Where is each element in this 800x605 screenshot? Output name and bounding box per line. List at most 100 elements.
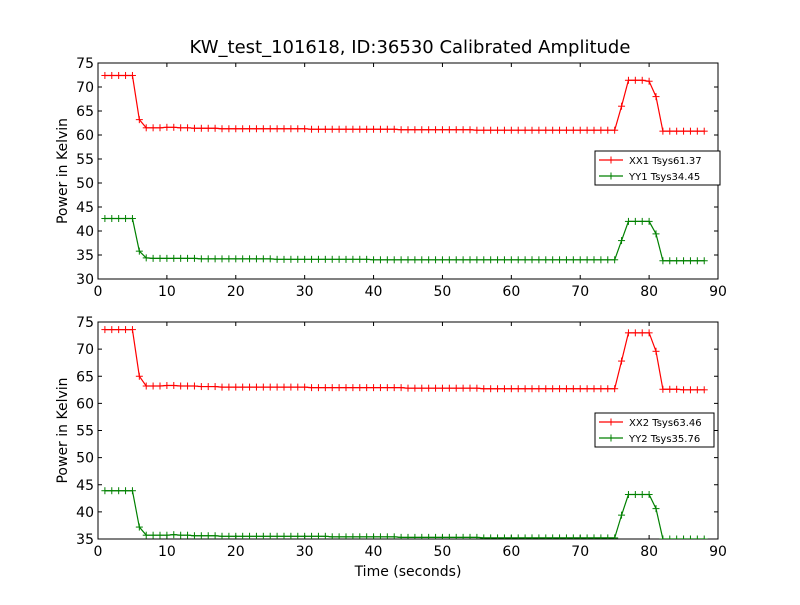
data-point bbox=[356, 125, 364, 133]
data-point bbox=[638, 491, 646, 499]
data-point bbox=[301, 383, 309, 391]
data-point bbox=[301, 255, 309, 263]
data-point bbox=[280, 255, 288, 263]
data-point bbox=[218, 255, 226, 263]
data-point bbox=[583, 534, 591, 539]
data-point bbox=[556, 126, 564, 134]
data-point bbox=[576, 256, 584, 264]
data-point bbox=[204, 124, 212, 132]
data-point bbox=[142, 254, 150, 262]
data-point bbox=[500, 126, 508, 134]
data-point bbox=[645, 491, 653, 499]
y-tick-label: 30 bbox=[76, 272, 94, 288]
data-point bbox=[438, 533, 446, 539]
series-line bbox=[104, 217, 705, 262]
data-point bbox=[411, 256, 419, 264]
legend-item: XX1 Tsys61.37 bbox=[599, 156, 702, 167]
data-point bbox=[618, 511, 626, 519]
y-tick-label: 70 bbox=[76, 80, 94, 96]
data-point bbox=[101, 487, 109, 495]
data-point bbox=[631, 76, 639, 84]
data-point bbox=[700, 386, 708, 394]
x-tick-label: 60 bbox=[502, 284, 520, 300]
data-point bbox=[528, 126, 536, 134]
data-point bbox=[246, 255, 254, 263]
data-point bbox=[321, 384, 329, 392]
data-point bbox=[521, 534, 529, 539]
data-point bbox=[294, 125, 302, 133]
data-point bbox=[232, 383, 240, 391]
data-point bbox=[239, 383, 247, 391]
series-red bbox=[101, 326, 708, 394]
data-point bbox=[611, 385, 619, 393]
data-point bbox=[232, 125, 240, 133]
data-point bbox=[624, 329, 632, 337]
data-point bbox=[349, 384, 357, 392]
data-point bbox=[156, 531, 164, 539]
data-point bbox=[487, 256, 495, 264]
data-point bbox=[562, 385, 570, 393]
data-point bbox=[294, 532, 302, 539]
data-point bbox=[204, 383, 212, 391]
data-point bbox=[686, 386, 694, 394]
data-point bbox=[342, 384, 350, 392]
data-point bbox=[122, 487, 130, 495]
data-point bbox=[383, 125, 391, 133]
data-point bbox=[576, 385, 584, 393]
data-point bbox=[652, 347, 660, 355]
data-point bbox=[328, 533, 336, 539]
data-point bbox=[631, 329, 639, 337]
data-point bbox=[666, 127, 674, 135]
data-point bbox=[452, 384, 460, 392]
x-tick-label: 40 bbox=[365, 544, 383, 560]
data-point bbox=[528, 534, 536, 539]
data-point bbox=[514, 256, 522, 264]
data-point bbox=[535, 534, 543, 539]
data-point bbox=[376, 384, 384, 392]
data-point bbox=[404, 126, 412, 134]
data-point bbox=[308, 384, 316, 392]
data-point bbox=[294, 255, 302, 263]
data-point bbox=[135, 372, 143, 380]
data-point bbox=[514, 126, 522, 134]
data-point bbox=[432, 533, 440, 539]
data-point bbox=[480, 385, 488, 393]
data-point bbox=[390, 256, 398, 264]
data-point bbox=[349, 533, 357, 539]
data-point bbox=[514, 385, 522, 393]
data-point bbox=[197, 255, 205, 263]
data-point bbox=[556, 385, 564, 393]
data-point bbox=[487, 126, 495, 134]
y-tick-label: 55 bbox=[76, 424, 94, 440]
data-point bbox=[480, 126, 488, 134]
data-point bbox=[473, 256, 481, 264]
data-point bbox=[259, 255, 267, 263]
data-point bbox=[693, 127, 701, 135]
data-point bbox=[115, 487, 123, 495]
data-point bbox=[266, 255, 274, 263]
data-point bbox=[156, 124, 164, 132]
legend-label: YY2 Tsys35.76 bbox=[628, 434, 700, 445]
data-point bbox=[397, 533, 405, 539]
data-point bbox=[321, 125, 329, 133]
y-tick-label: 45 bbox=[76, 478, 94, 494]
data-point bbox=[645, 77, 653, 85]
y-tick-label: 65 bbox=[76, 369, 94, 385]
data-point bbox=[487, 534, 495, 539]
data-point bbox=[445, 384, 453, 392]
data-point bbox=[225, 532, 233, 539]
data-point bbox=[232, 532, 240, 539]
legend: XX2 Tsys63.46 YY2 Tsys35.76 bbox=[594, 412, 715, 448]
data-point bbox=[638, 329, 646, 337]
data-point bbox=[328, 125, 336, 133]
legend-frame bbox=[594, 412, 715, 448]
data-point bbox=[177, 531, 185, 539]
data-point bbox=[170, 254, 178, 262]
data-point bbox=[452, 256, 460, 264]
data-point bbox=[163, 531, 171, 539]
legend-item: YY2 Tsys35.76 bbox=[599, 434, 700, 445]
data-point bbox=[376, 256, 384, 264]
data-point bbox=[108, 487, 116, 495]
data-point bbox=[287, 255, 295, 263]
